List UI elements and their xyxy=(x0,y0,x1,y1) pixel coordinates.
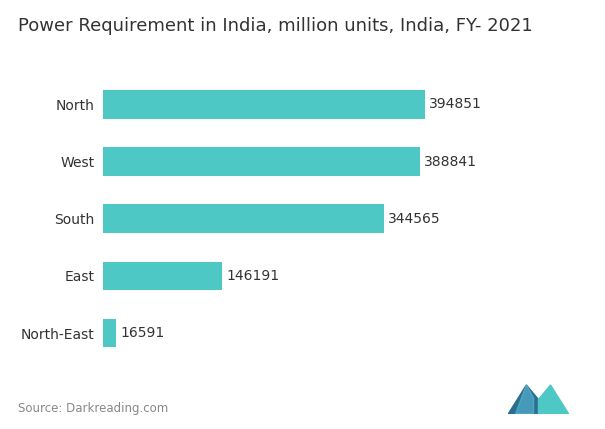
Text: Source: Darkreading.com: Source: Darkreading.com xyxy=(18,402,168,415)
Polygon shape xyxy=(508,385,538,414)
Bar xyxy=(103,262,222,290)
Bar xyxy=(103,147,420,176)
Text: 388841: 388841 xyxy=(424,154,477,169)
Text: 394851: 394851 xyxy=(429,97,482,112)
Text: 146191: 146191 xyxy=(226,269,280,283)
Text: Power Requirement in India, million units, India, FY- 2021: Power Requirement in India, million unit… xyxy=(18,17,533,35)
Text: 344565: 344565 xyxy=(388,212,440,226)
Polygon shape xyxy=(538,385,569,414)
Bar xyxy=(103,90,425,119)
Text: 16591: 16591 xyxy=(120,326,165,340)
Bar xyxy=(103,205,384,233)
Polygon shape xyxy=(515,385,534,414)
Bar xyxy=(103,319,116,347)
